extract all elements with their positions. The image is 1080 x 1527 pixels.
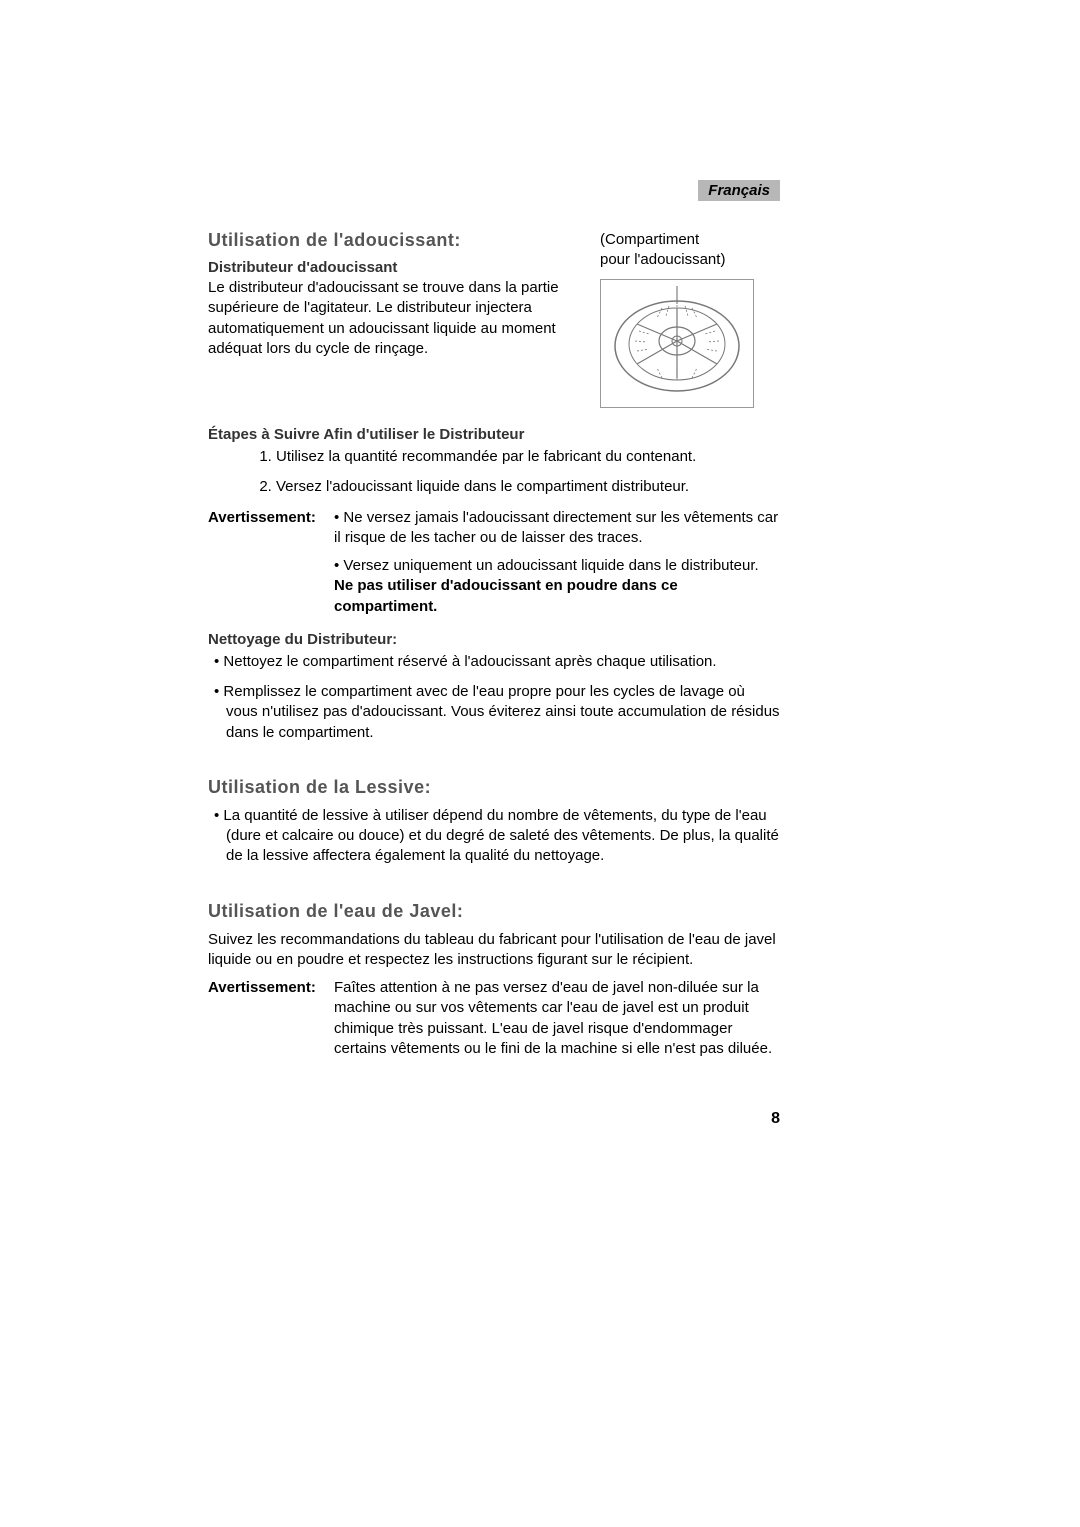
- main-content: Utilisation de l'adoucissant: Distribute…: [208, 230, 780, 1059]
- text: Versez uniquement un adoucissant liquide…: [343, 557, 758, 574]
- steps-block: Étapes à Suivre Afin d'utiliser le Distr…: [208, 426, 780, 498]
- diagram-caption: (Compartiment pour l'adoucissant): [600, 230, 780, 269]
- list-item: Ne versez jamais l'adoucissant directeme…: [334, 508, 780, 549]
- section-title: Utilisation de l'adoucissant:: [208, 230, 582, 251]
- list-item: Versez uniquement un adoucissant liquide…: [334, 556, 780, 617]
- section-adoucissant: Utilisation de l'adoucissant: Distribute…: [208, 230, 780, 408]
- agitator-icon: [607, 286, 747, 396]
- section-javel: Utilisation de l'eau de Javel: Suivez le…: [208, 901, 780, 1060]
- section-lessive: Utilisation de la Lessive: La quantité d…: [208, 777, 780, 867]
- warning-label: Avertissement:: [208, 508, 328, 528]
- paragraph: Suivez les recommandations du tableau du…: [208, 930, 780, 971]
- subsection-title: Étapes à Suivre Afin d'utiliser le Distr…: [208, 426, 780, 443]
- list-item: Nettoyez le compartiment réservé à l'ado…: [214, 652, 780, 672]
- agitator-diagram: [600, 279, 754, 408]
- bullet-list: Nettoyez le compartiment réservé à l'ado…: [208, 652, 780, 743]
- subsection-title: Distributeur d'adoucissant: [208, 259, 582, 276]
- bold-text: Ne pas utiliser d'adoucissant en poudre …: [334, 577, 678, 614]
- caption-text: pour l'adoucissant): [600, 251, 725, 268]
- steps-list: Utilisez la quantité recommandée par le …: [208, 447, 780, 498]
- subsection-title: Nettoyage du Distributeur:: [208, 631, 780, 648]
- warning-label: Avertissement:: [208, 978, 328, 998]
- warning-block: Avertissement: Ne versez jamais l'adouci…: [208, 508, 780, 625]
- list-item: Versez l'adoucissant liquide dans le com…: [276, 477, 780, 497]
- cleaning-block: Nettoyage du Distributeur: Nettoyez le c…: [208, 631, 780, 743]
- list-item: Remplissez le compartiment avec de l'eau…: [214, 682, 780, 743]
- page-number: 8: [771, 1110, 780, 1128]
- paragraph: Le distributeur d'adoucissant se trouve …: [208, 278, 582, 359]
- caption-text: (Compartiment: [600, 231, 699, 248]
- language-tag: Français: [698, 180, 780, 201]
- warning-text: Faîtes attention à ne pas versez d'eau d…: [334, 978, 780, 1059]
- section-title: Utilisation de la Lessive:: [208, 777, 780, 798]
- page-content: Français Utilisation de l'adoucissant: D…: [208, 180, 780, 1059]
- section-title: Utilisation de l'eau de Javel:: [208, 901, 780, 922]
- list-item: Utilisez la quantité recommandée par le …: [276, 447, 780, 467]
- bullet-list: La quantité de lessive à utiliser dépend…: [208, 806, 780, 867]
- list-item: La quantité de lessive à utiliser dépend…: [214, 806, 780, 867]
